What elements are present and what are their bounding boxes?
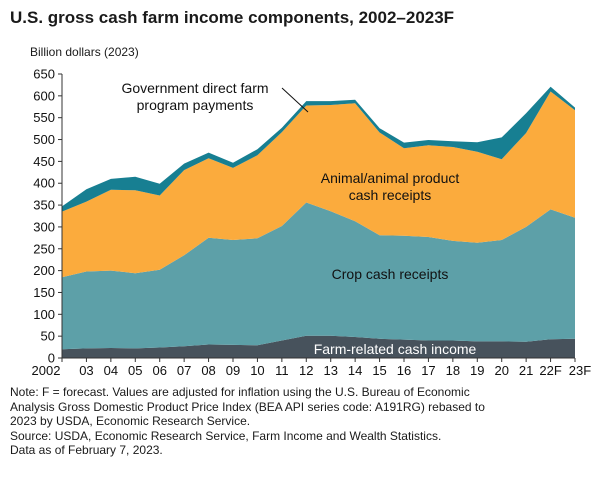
area-layers xyxy=(62,86,575,358)
x-tick-label: 07 xyxy=(177,363,191,378)
x-tick-label: 2002 xyxy=(32,363,61,378)
y-tick-label: 0 xyxy=(48,351,55,366)
y-tick-label: 550 xyxy=(33,110,55,125)
x-tick-label: 22F xyxy=(539,363,561,378)
y-tick-label: 650 xyxy=(33,67,55,82)
annotation-government-line2: program payments xyxy=(137,97,254,113)
annotation-labels: Government direct farm program payments … xyxy=(121,80,476,357)
y-tick-label: 600 xyxy=(33,88,55,103)
x-tick-label: 15 xyxy=(372,363,386,378)
annotation-crop: Crop cash receipts xyxy=(332,266,449,282)
x-tick-label: 19 xyxy=(470,363,484,378)
annotation-animal-line1: Animal/animal product xyxy=(321,170,460,186)
x-tick-label: 11 xyxy=(275,363,289,378)
x-tick-label: 23F xyxy=(569,363,591,378)
y-axis-units-label: Billion dollars (2023) xyxy=(30,45,139,59)
x-tick-label: 09 xyxy=(226,363,240,378)
y-tick-label: 400 xyxy=(33,176,55,191)
x-tick-label: 10 xyxy=(250,363,264,378)
note-line: Analysis Gross Domestic Product Price In… xyxy=(10,399,485,414)
area-farm-related-cash-income xyxy=(62,335,575,358)
x-tick-label: 05 xyxy=(128,363,142,378)
y-tick-label: 350 xyxy=(33,198,55,213)
y-tick-label: 500 xyxy=(33,132,55,147)
annotation-farm-related: Farm-related cash income xyxy=(314,341,477,357)
x-tick-label: 14 xyxy=(348,363,362,378)
y-tick-label: 300 xyxy=(33,219,55,234)
note-line: Data as of February 7, 2023. xyxy=(10,443,163,457)
x-tick-label: 18 xyxy=(446,363,460,378)
x-tick-label: 20 xyxy=(494,363,508,378)
annotation-animal-line2: cash receipts xyxy=(349,187,431,203)
x-tick-label: 04 xyxy=(104,363,118,378)
y-tick-label: 450 xyxy=(33,154,55,169)
x-tick-label: 03 xyxy=(79,363,93,378)
y-tick-label: 200 xyxy=(33,263,55,278)
annotation-government-line1: Government direct farm xyxy=(121,80,268,96)
y-tick-label: 50 xyxy=(41,329,55,344)
x-tick-label: 12 xyxy=(299,363,313,378)
y-tick-label: 100 xyxy=(33,307,55,322)
chart-title: U.S. gross cash farm income components, … xyxy=(10,8,455,27)
axes: 0501001502002503003504004505005506006502… xyxy=(32,67,592,379)
y-tick-label: 150 xyxy=(33,285,55,300)
x-tick-label: 17 xyxy=(421,363,435,378)
x-tick-label: 13 xyxy=(323,363,337,378)
area-government-direct-farm-program-payments xyxy=(62,86,575,212)
y-tick-label: 250 xyxy=(33,241,55,256)
area-animal-animal-product-cash-receipts xyxy=(62,91,575,278)
note-line: Source: USDA, Economic Research Service,… xyxy=(10,428,442,443)
note-line: Note: F = forecast. Values are adjusted … xyxy=(10,385,470,399)
x-tick-label: 16 xyxy=(397,363,411,378)
stacked-area-chart: 0501001502002503003504004505005506006502… xyxy=(32,67,592,379)
chart-notes: Note: F = forecast. Values are adjusted … xyxy=(10,385,590,458)
x-tick-label: 21 xyxy=(519,363,533,378)
note-line: 2023 by USDA, Economic Research Service. xyxy=(10,414,251,428)
x-tick-label: 06 xyxy=(152,363,166,378)
area-crop-cash-receipts xyxy=(62,202,575,350)
x-tick-label: 08 xyxy=(201,363,215,378)
annotation-government-leader xyxy=(281,87,309,113)
